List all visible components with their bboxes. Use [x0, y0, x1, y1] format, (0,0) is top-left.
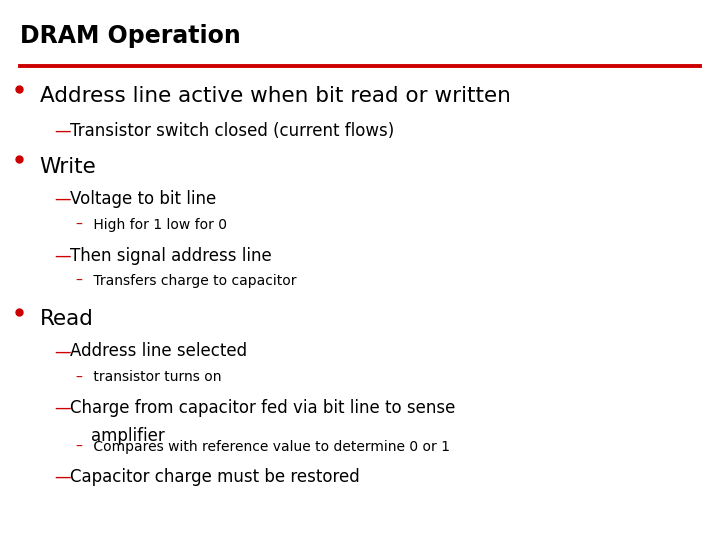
Text: –: –: [76, 218, 83, 232]
Text: —: —: [54, 342, 71, 360]
Text: Voltage to bit line: Voltage to bit line: [70, 190, 216, 208]
Text: —: —: [54, 247, 71, 265]
Text: –: –: [76, 370, 83, 384]
Text: Write: Write: [40, 157, 96, 177]
Text: amplifier: amplifier: [70, 427, 165, 444]
Text: Charge from capacitor fed via bit line to sense: Charge from capacitor fed via bit line t…: [70, 399, 455, 416]
Text: –: –: [76, 274, 83, 288]
Text: Transfers charge to capacitor: Transfers charge to capacitor: [89, 274, 296, 288]
Text: —: —: [54, 399, 71, 416]
Text: —: —: [54, 122, 71, 139]
Text: DRAM Operation: DRAM Operation: [20, 24, 241, 48]
Text: High for 1 low for 0: High for 1 low for 0: [89, 218, 227, 232]
Text: Transistor switch closed (current flows): Transistor switch closed (current flows): [70, 122, 394, 139]
Text: Address line active when bit read or written: Address line active when bit read or wri…: [40, 86, 510, 106]
Text: Compares with reference value to determine 0 or 1: Compares with reference value to determi…: [89, 440, 449, 454]
Text: Then signal address line: Then signal address line: [70, 247, 271, 265]
Text: —: —: [54, 190, 71, 208]
Text: —: —: [54, 468, 71, 486]
Text: Address line selected: Address line selected: [70, 342, 247, 360]
Text: –: –: [76, 440, 83, 454]
Text: Read: Read: [40, 309, 94, 329]
Text: Capacitor charge must be restored: Capacitor charge must be restored: [70, 468, 359, 486]
Text: transistor turns on: transistor turns on: [89, 370, 221, 384]
